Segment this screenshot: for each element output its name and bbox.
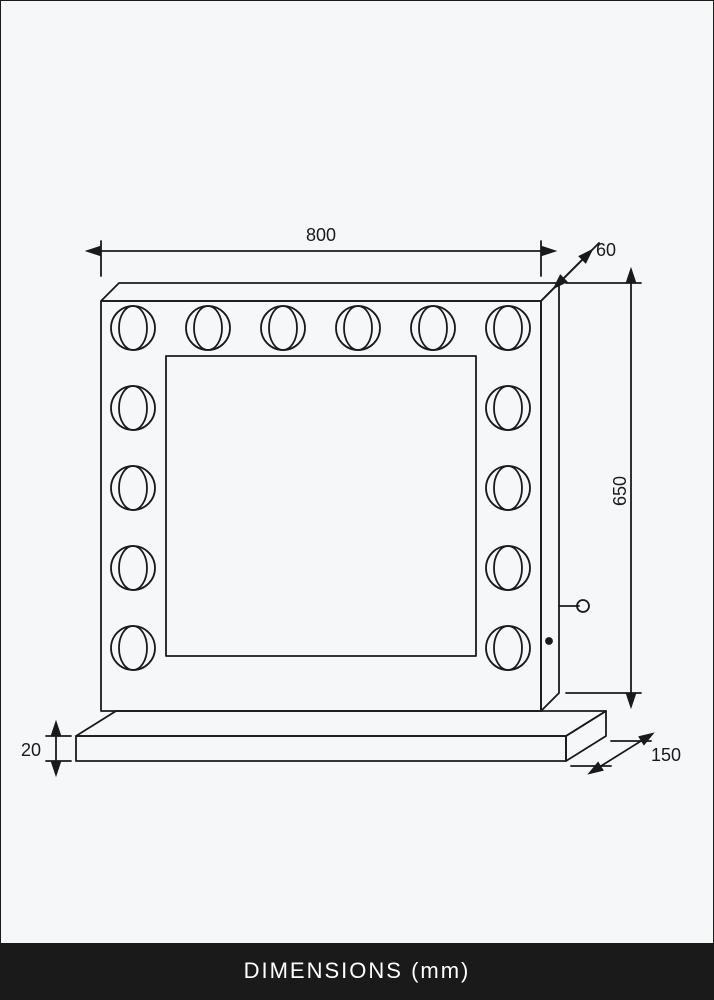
dimension-drawing-svg: 800 60 650 150 20	[1, 1, 714, 945]
dim-base-depth	[571, 741, 651, 766]
drawing-area: 800 60 650 150 20	[1, 1, 714, 945]
bulb-row-top	[111, 306, 530, 350]
dim-base-height-label: 20	[21, 740, 41, 760]
bulb-col-left	[111, 386, 155, 670]
footer-title: DIMENSIONS (mm)	[244, 958, 471, 984]
dim-depth-top-label: 60	[596, 240, 616, 260]
dim-height-label: 650	[610, 476, 630, 506]
dimmer-knob-icon	[546, 600, 589, 644]
dim-width	[101, 241, 541, 276]
bulb-col-right	[486, 386, 530, 670]
dim-base-height	[46, 736, 71, 761]
page: 800 60 650 150 20 DIMENSIONS (mm)	[0, 0, 714, 1000]
dim-depth-top	[546, 243, 599, 296]
dim-width-label: 800	[306, 225, 336, 245]
dim-base-depth-label: 150	[651, 745, 681, 765]
footer-bar: DIMENSIONS (mm)	[1, 943, 713, 999]
